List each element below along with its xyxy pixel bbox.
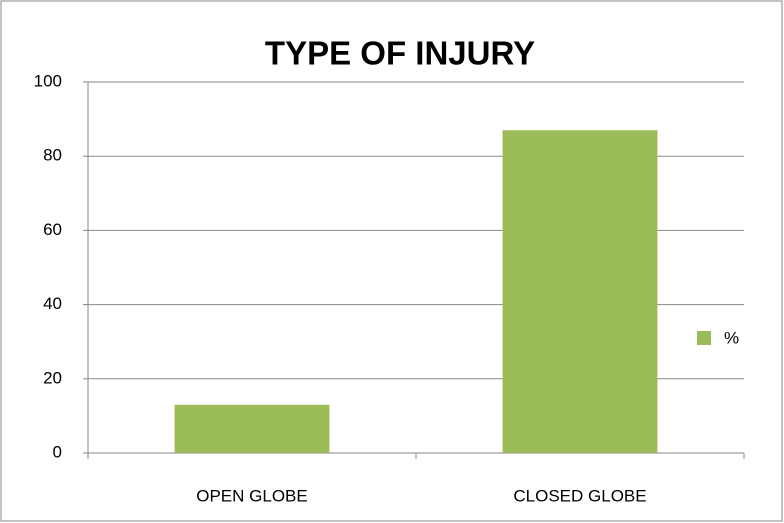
y-tick-label: 60 <box>43 220 62 239</box>
legend-swatch <box>697 331 711 345</box>
legend-label: % <box>724 328 739 347</box>
y-tick-label: 40 <box>43 294 62 313</box>
y-tick-label: 80 <box>43 146 62 165</box>
bar <box>174 404 330 453</box>
chart-title: TYPE OF INJURY <box>265 35 535 72</box>
x-tick-label: CLOSED GLOBE <box>513 486 646 505</box>
bar <box>502 130 658 454</box>
y-tick-label: 100 <box>34 71 62 90</box>
x-tick-label: OPEN GLOBE <box>196 486 307 505</box>
y-tick-label: 0 <box>53 442 62 461</box>
y-tick-label: 20 <box>43 368 62 387</box>
